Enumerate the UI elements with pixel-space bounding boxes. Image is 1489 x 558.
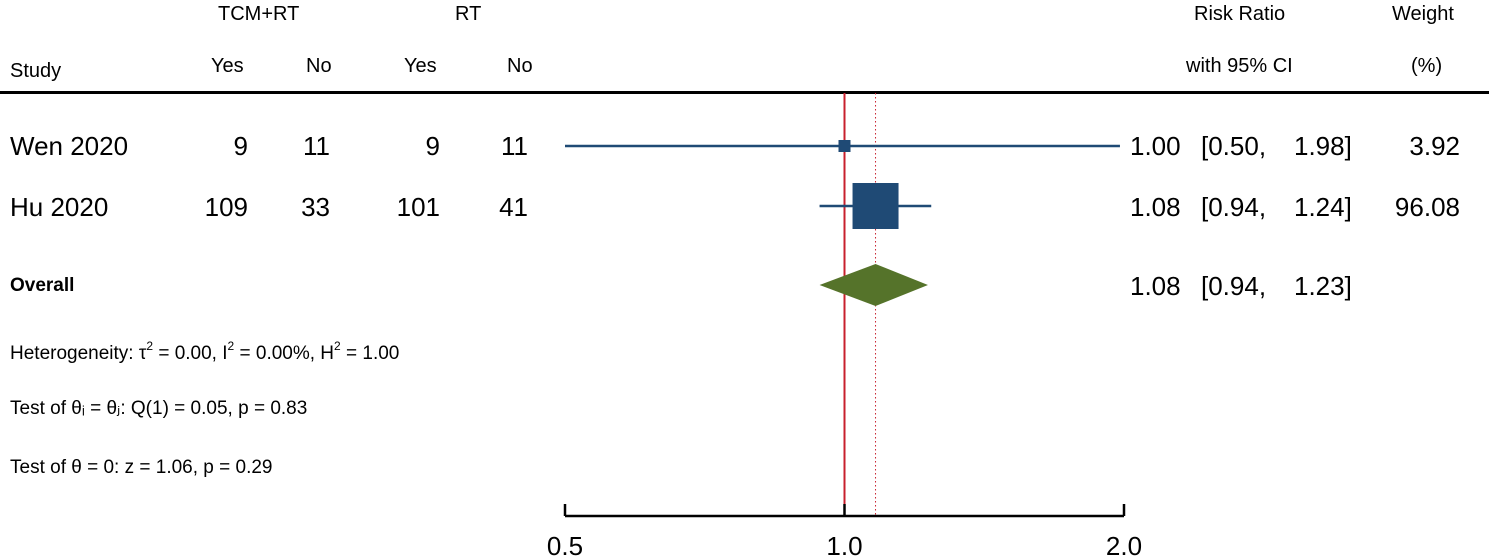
ci-lower-value: [0.50,: [1201, 131, 1267, 161]
no-count-rt: 41: [499, 192, 528, 222]
yes-count-tcm-rt: 9: [233, 131, 248, 161]
overall-effect-test-text: Test of θ = 0: z = 1.06, p = 0.29: [10, 457, 273, 478]
study-marker: [852, 183, 899, 229]
heterogeneity-test-text: Test of θᵢ = θⱼ: Q(1) = 0.05, p = 0.83: [10, 398, 308, 419]
risk-ratio-header: Risk Ratio: [1194, 3, 1286, 25]
overall-label: Overall: [10, 275, 75, 296]
ci-upper-value: 1.98]: [1294, 131, 1352, 161]
ci-lower-value: [0.94,: [1201, 192, 1267, 222]
group-header-rt: RT: [455, 3, 482, 25]
yes-count-tcm-rt: 109: [204, 192, 248, 222]
no-count-tcm-rt: 11: [303, 131, 330, 161]
overall-ci-lower: [0.94,: [1201, 271, 1267, 301]
weight-header: Weight: [1392, 3, 1454, 25]
yes-count-rt: 9: [425, 131, 440, 161]
weight-value: 96.08: [1394, 192, 1460, 222]
group-header-tcm-rt: TCM+RT: [218, 3, 300, 25]
no-header-tcm-rt: No: [306, 55, 332, 77]
x-axis-tick-label: 1.0: [826, 531, 862, 558]
yes-header-rt: Yes: [404, 55, 437, 77]
risk-ratio-value: 1.08: [1130, 192, 1181, 222]
weight-value: 3.92: [1409, 131, 1460, 161]
no-header-rt: No: [507, 55, 533, 77]
study-name: Wen 2020: [10, 131, 129, 161]
x-axis-tick-label: 2.0: [1106, 531, 1142, 558]
risk-ratio-value: 1.00: [1130, 131, 1181, 161]
header-rule: [0, 91, 1489, 94]
study-marker: [838, 140, 851, 152]
yes-header-tcm-rt: Yes: [211, 55, 244, 77]
no-count-rt: 11: [501, 131, 528, 161]
no-count-tcm-rt: 33: [301, 192, 330, 222]
overall-ci-upper: 1.23]: [1294, 271, 1352, 301]
overall-risk-ratio: 1.08: [1130, 271, 1181, 301]
heterogeneity-text: Heterogeneity: τ2 = 0.00, I2 = 0.00%, H2…: [10, 339, 400, 364]
study-name: Hu 2020: [10, 192, 109, 222]
x-axis-tick-label: 0.5: [547, 531, 583, 558]
yes-count-rt: 101: [396, 192, 440, 222]
study-column-header: Study: [10, 60, 62, 82]
weight-unit-header: (%): [1411, 55, 1443, 77]
risk-ratio-ci-header: with 95% CI: [1186, 55, 1293, 77]
ci-upper-value: 1.24]: [1294, 192, 1352, 222]
overall-diamond: [819, 264, 928, 306]
